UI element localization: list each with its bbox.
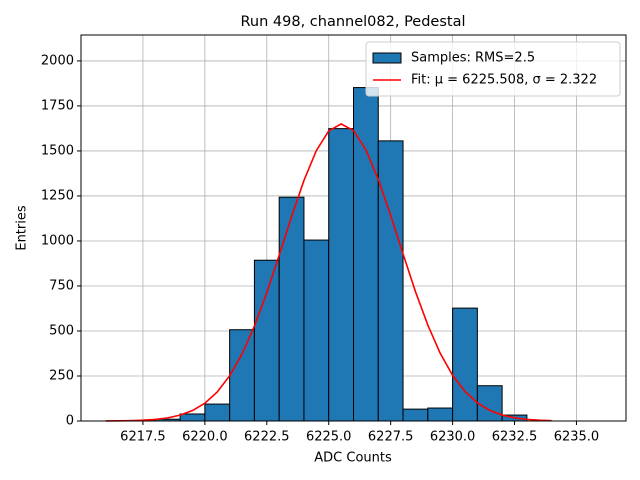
bar: [278, 196, 305, 422]
y-axis-label: Entries: [15, 205, 30, 251]
bar: [452, 307, 478, 422]
x-tick-label: 6230.0: [430, 430, 476, 445]
x-tick-label: 6227.5: [368, 430, 414, 445]
bar: [476, 385, 503, 422]
y-tick-label: 1250: [41, 188, 74, 203]
x-tick-label: 6225.0: [306, 430, 352, 445]
legend-label: Samples: RMS=2.5: [411, 51, 535, 66]
fit-line: [105, 123, 552, 422]
legend: Samples: RMS=2.5 Fit: μ = 6225.508, σ = 2…: [365, 41, 621, 97]
axes-frame: [80, 34, 627, 422]
bar: [377, 140, 404, 422]
legend-box: [365, 41, 621, 97]
y-tick-label: 2000: [41, 53, 74, 68]
y-tick-label: 1750: [41, 98, 74, 113]
y-tick-label: 500: [49, 323, 74, 338]
x-axis-label: ADC Counts: [314, 451, 392, 466]
y-tick-label: 0: [66, 414, 74, 429]
x-tick-label: 6232.5: [492, 430, 538, 445]
y-tick-label: 1500: [41, 143, 74, 158]
legend-label: Fit: μ = 6225.508, σ = 2.322: [411, 73, 597, 88]
bar: [204, 403, 231, 422]
y-tick-label: 750: [49, 278, 74, 293]
x-tick-label: 6220.0: [182, 430, 228, 445]
bar: [328, 128, 354, 422]
bar: [229, 329, 255, 422]
bar: [253, 259, 280, 422]
x-tick-label: 6235.0: [554, 430, 600, 445]
legend-swatch: [372, 52, 402, 64]
y-tick-label: 1000: [41, 233, 74, 248]
bar: [402, 408, 429, 422]
x-tick-label: 6217.5: [120, 430, 166, 445]
bar: [179, 413, 206, 422]
y-tick-label: 250: [49, 368, 74, 383]
bar: [427, 407, 454, 422]
x-tick-label: 6222.5: [244, 430, 290, 445]
chart-title: Run 498, channel082, Pedestal: [240, 14, 465, 30]
bar: [303, 239, 330, 422]
